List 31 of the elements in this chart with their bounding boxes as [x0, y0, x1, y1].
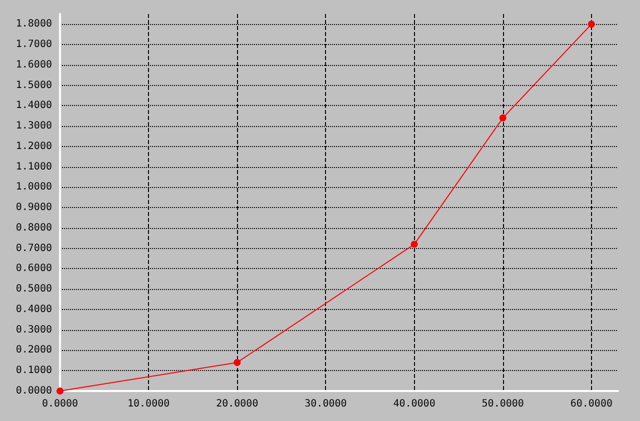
x-tick-label: 50.0000	[482, 398, 524, 410]
y-tick-label: 1.7000	[16, 39, 52, 50]
x-tick-label: 40.0000	[393, 398, 436, 410]
x-tick-label: 20.0000	[216, 398, 258, 410]
y-tick-label: 1.6000	[16, 59, 52, 70]
y-tick-label: 0.4000	[16, 304, 52, 315]
y-tick-label: 1.2000	[16, 140, 52, 152]
x-tick-label: 10.0000	[127, 398, 170, 410]
y-tick-label: 1.1000	[16, 161, 52, 172]
point	[499, 114, 506, 122]
point	[410, 240, 418, 248]
point	[588, 20, 595, 28]
y-tick-label: 0.6000	[16, 263, 52, 274]
point	[56, 388, 64, 394]
x-tick-label: 30.0000	[304, 398, 347, 410]
x-tick-label: 0.0000	[42, 398, 78, 410]
y-tick-label: 1.4000	[16, 100, 52, 112]
y-tick-label: 0.0000	[16, 386, 52, 396]
y-tick-label: 0.1000	[16, 365, 52, 376]
y-tick-label: 1.5000	[16, 80, 52, 91]
y-tick-label: 0.8000	[16, 222, 52, 234]
x-tick-label: 60.0000	[570, 398, 613, 410]
y-tick-label: 0.5000	[16, 284, 52, 295]
y-tick-label: 0.7000	[16, 242, 52, 254]
y-tick-label: 1.3000	[16, 120, 52, 132]
y-tick-label: 0.3000	[16, 324, 52, 336]
y-tick-label: 0.2000	[16, 344, 52, 356]
point	[234, 358, 241, 366]
y-tick-label: 0.9000	[16, 202, 52, 214]
y-tick-label: 1.8000	[16, 18, 52, 30]
y-tick-label: 1.0000	[16, 182, 52, 193]
